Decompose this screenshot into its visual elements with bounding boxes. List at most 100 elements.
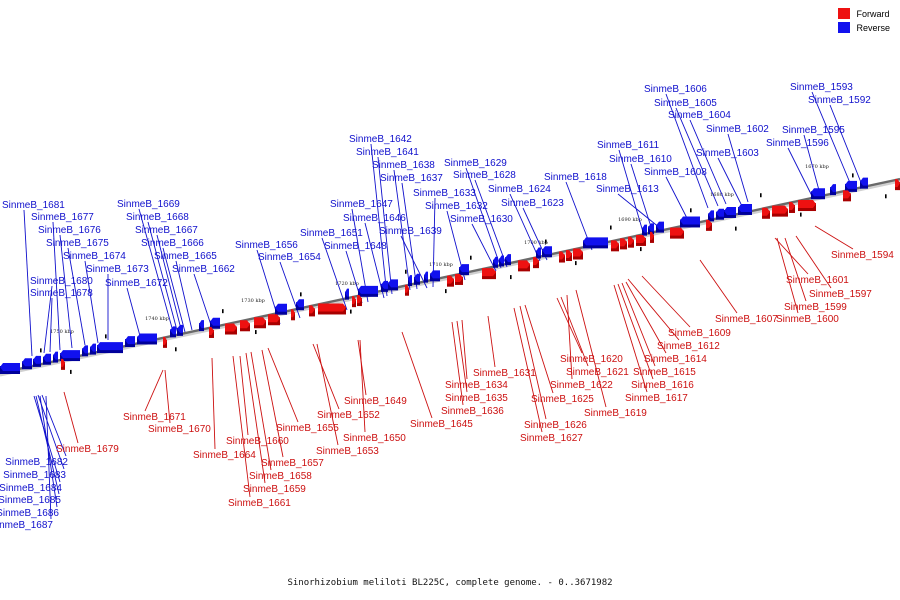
reverse-gene-label: SinmeB_1684 [0,483,62,494]
reverse-gene-arrow [90,343,96,352]
legend-label-reverse: Reverse [856,22,890,33]
forward-leader-line [560,296,589,367]
reverse-gene-label: SinmeB_1646 [343,213,406,224]
forward-gene-arrow [772,205,788,214]
reverse-gene-label: SinmeB_1618 [544,172,607,183]
forward-leader-line [774,237,809,275]
forward-gene-label: SinmeB_1652 [317,410,380,421]
forward-gene-arrow [895,179,900,188]
forward-leader-line [261,349,284,458]
reverse-gene-arrow [648,223,654,232]
forward-gene-label: SinmeB_1612 [657,341,720,352]
feature-marker [800,212,802,217]
reverse-leader-line [717,157,742,205]
reverse-gene-label: SinmeB_1624 [488,184,551,195]
reverse-leader-line [59,234,73,349]
forward-gene-arrow [163,336,167,345]
reverse-gene-arrow [60,350,80,359]
forward-leader-line [312,343,340,410]
forward-leader-line [566,294,573,380]
reverse-gene-arrow [542,246,552,255]
reverse-gene-arrow [499,255,504,264]
forward-gene-arrow [533,257,539,266]
reverse-gene-label: SinmeB_1642 [349,134,412,145]
forward-gene-arrow [357,295,362,304]
forward-leader-line [627,278,680,341]
reverse-leader-line [67,247,86,346]
forward-gene-arrow [309,305,315,314]
forward-gene-label: SinmeB_1601 [786,275,849,286]
reverse-gene-label: SinmeB_1677 [31,212,94,223]
axis-tick-label: 1710 kbp [429,262,453,268]
feature-marker [690,208,692,213]
forward-gene-arrow [352,296,356,305]
reverse-gene-arrow [22,358,32,367]
reverse-leader-line [175,260,193,331]
reverse-leader-line [675,107,719,207]
reverse-gene-arrow [345,288,349,297]
reverse-gene-label: SinmeB_1656 [235,240,298,251]
feature-marker [735,226,737,231]
forward-leader-line [316,343,339,446]
reverse-gene-label: SinmeB_1633 [413,188,476,199]
forward-gene-arrow [620,238,627,247]
feature-marker [445,289,447,294]
feature-marker [70,369,72,374]
reverse-leader-line [787,147,813,197]
legend: Forward Reverse [838,8,890,36]
reverse-gene-label: SinmeB_1674 [63,251,126,262]
reverse-leader-line [156,234,183,334]
reverse-leader-line [126,287,141,337]
reverse-leader-line [377,156,393,295]
forward-leader-line [513,307,543,433]
forward-gene-label: SinmeB_1619 [584,408,647,419]
reverse-leader-line [727,133,749,203]
axis-tick-label: 1730 kbp [241,298,265,304]
forward-leader-line [461,319,468,380]
reverse-gene-arrow [210,317,220,326]
reverse-gene-label: SinmeB_1648 [324,241,387,252]
reverse-swatch-icon [838,22,851,33]
forward-gene-label: SinmeB_1653 [316,446,379,457]
forward-gene-arrow [61,358,65,367]
forward-leader-line [267,347,299,423]
gene-labels: SinmeB_1593 SinmeB_1592 SinmeB_1595 SinmeB_… [0,82,894,531]
reverse-gene-label: SinmeB_1668 [126,212,189,223]
reverse-gene-arrow [642,224,647,233]
reverse-gene-label: SinmeB_1666 [141,238,204,249]
feature-marker [610,225,612,230]
reverse-gene-label: SinmeB_1603 [696,148,759,159]
forward-gene-arrow [518,260,530,269]
forward-gene-label: SinmeB_1671 [123,412,186,423]
forward-gene-arrow [762,207,770,216]
axis-tick-label: 1740 kbp [145,316,169,322]
forward-leader-line [625,281,667,354]
forward-gene-label: SinmeB_1627 [520,433,583,444]
feature-marker [105,334,107,339]
forward-gene-label: SinmeB_1664 [193,450,256,461]
forward-leader-line [613,284,648,393]
reverse-gene-arrow [170,326,176,335]
reverse-gene-label: SinmeB_1654 [258,252,321,263]
reverse-gene-arrow [388,279,398,288]
reverse-leader-line [811,91,854,191]
forward-leader-line [232,355,251,498]
reverse-gene-arrow [53,351,58,360]
legend-label-forward: Forward [856,8,890,19]
reverse-gene-arrow [430,270,440,279]
reverse-gene-arrow [708,210,714,219]
reverse-gene-label: SinmeB_1675 [46,238,109,249]
small-feature-markers [40,173,887,374]
feature-marker [470,255,472,260]
forward-gene-arrow [559,251,565,260]
reverse-gene-label: SinmeB_1672 [105,278,168,289]
reverse-leader-line [665,93,709,209]
forward-gene-label: SinmeB_1635 [445,393,508,404]
reverse-leader-line [509,193,541,262]
forward-gene-label: SinmeB_1621 [566,367,629,378]
reverse-gene-label: SinmeB_1678 [30,288,93,299]
reverse-leader-line [37,394,65,470]
forward-gene-arrow [318,303,346,312]
reverse-leader-line [618,149,644,233]
